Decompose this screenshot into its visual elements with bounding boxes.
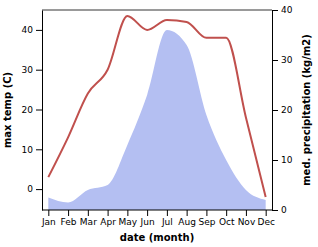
tick-mark: [272, 60, 278, 61]
tick: 20: [22, 105, 42, 115]
tick: 10: [22, 145, 42, 155]
tick-label: 30: [281, 55, 293, 65]
tick-label: 10: [22, 145, 34, 155]
tick-mark: [36, 149, 42, 150]
tick-label: Oct: [219, 217, 235, 227]
tick-label: May: [119, 217, 138, 227]
tick-label: Sep: [198, 217, 215, 227]
tick-mark: [36, 30, 42, 31]
temp-line: [48, 16, 265, 197]
tick-label: Aug: [178, 217, 196, 227]
y2-axis: 0 10 20 30 40: [272, 5, 293, 215]
tick: Jan: [41, 210, 56, 227]
tick-label: Jan: [41, 217, 56, 227]
tick: 40: [22, 25, 42, 35]
tick: 30: [272, 55, 293, 65]
tick-mark: [127, 210, 128, 216]
tick-mark: [246, 210, 247, 216]
tick-label: 40: [281, 5, 293, 15]
marks: [48, 16, 265, 210]
tick-label: Apr: [100, 217, 116, 227]
tick-label: 10: [281, 155, 293, 165]
tick: Oct: [219, 210, 235, 227]
tick-mark: [272, 210, 278, 211]
tick: Jun: [140, 210, 155, 227]
tick: Dec: [257, 210, 274, 227]
axis-line: [42, 210, 272, 211]
tick-mark: [167, 210, 168, 216]
tick: Apr: [100, 210, 116, 227]
tick-mark: [206, 210, 207, 216]
y2-label: med. precipitation (kg/m2): [301, 34, 312, 186]
tick-mark: [147, 210, 148, 216]
plot: Jan FebMarAprMayJun Jul AugSep OctNovDec 0 10 2…: [22, 5, 293, 227]
tick-mark: [36, 70, 42, 71]
tick-mark: [48, 210, 49, 216]
tick: 10: [272, 155, 293, 165]
tick: Feb: [61, 210, 77, 227]
tick: 20: [272, 105, 293, 115]
tick-mark: [36, 189, 42, 190]
tick: Nov: [238, 210, 256, 227]
tick-mark: [88, 210, 89, 216]
tick: 0: [27, 184, 42, 194]
x-label: date (month): [120, 232, 194, 243]
tick-mark: [36, 110, 42, 111]
frame: [42, 10, 272, 11]
tick-mark: [266, 210, 267, 216]
tick-label: 20: [22, 105, 34, 115]
tick-label: Jun: [140, 217, 155, 227]
tick-label: Dec: [257, 217, 274, 227]
tick-mark: [272, 10, 278, 11]
tick: 40: [272, 5, 293, 15]
tick-mark: [226, 210, 227, 216]
tick-label: 0: [281, 205, 287, 215]
tick-mark: [272, 110, 278, 111]
tick-mark: [187, 210, 188, 216]
tick-mark: [272, 160, 278, 161]
y-label: max temp (C): [2, 72, 13, 148]
tick-label: 30: [22, 65, 34, 75]
tick-label: Nov: [238, 217, 256, 227]
tick-label: 20: [281, 105, 293, 115]
x-axis: Jan FebMarAprMayJun Jul AugSep OctNovDec: [41, 210, 275, 227]
tick-label: Mar: [80, 217, 97, 227]
y-axis: 0 10 20 30 40: [22, 11, 43, 211]
tick-label: 0: [27, 184, 33, 194]
tick: May: [119, 210, 138, 227]
tick: Jul: [161, 210, 173, 227]
tick-label: Jul: [161, 217, 173, 227]
tick: 0: [272, 205, 287, 215]
tick-label: 40: [22, 25, 34, 35]
tick-mark: [108, 210, 109, 216]
chart: Jan FebMarAprMayJun Jul AugSep OctNovDec 0 10 2…: [0, 0, 318, 247]
axis-line: [42, 11, 43, 211]
tick: Aug: [178, 210, 196, 227]
tick: Sep: [198, 210, 215, 227]
tick: 30: [22, 65, 42, 75]
tick-label: Feb: [61, 217, 77, 227]
tick-mark: [68, 210, 69, 216]
tick: Mar: [80, 210, 97, 227]
